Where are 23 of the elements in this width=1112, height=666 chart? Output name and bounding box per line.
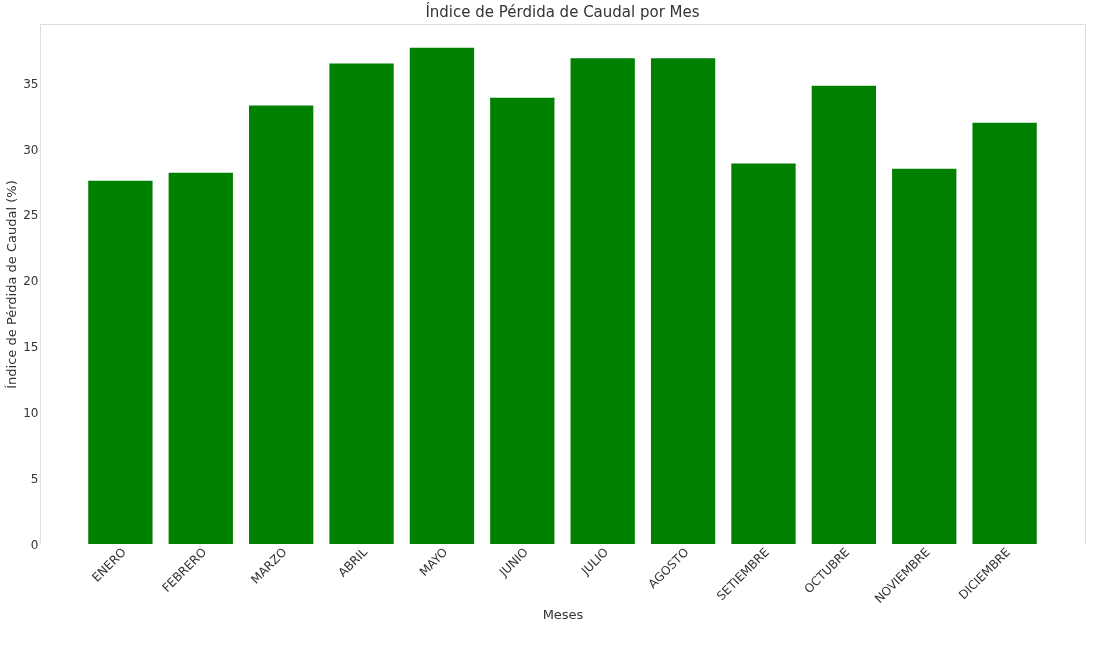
y-tick-label: 25 [23,208,39,223]
x-axis-title: Meses [542,607,584,623]
y-tick-label: 20 [23,274,39,289]
y-tick-label: 5 [30,471,39,486]
bar [811,85,876,544]
bar [892,168,957,544]
bar [570,58,635,544]
chart-title: Índice de Pérdida de Caudal por Mes [425,2,700,21]
bar [731,163,796,544]
bar [490,97,555,544]
bar [409,47,475,544]
y-tick-label: 30 [23,142,39,157]
y-axis-title: Índice de Pérdida de Caudal (%) [4,180,20,389]
bar [88,180,153,544]
bar [329,63,394,544]
y-tick-label: 0 [30,537,39,552]
y-tick-label: 10 [23,405,39,420]
bar [650,58,716,544]
y-tick-label: 15 [23,340,39,355]
bar [168,172,233,544]
bar [249,105,314,544]
y-tick-label: 35 [23,76,39,91]
bar [972,122,1037,544]
